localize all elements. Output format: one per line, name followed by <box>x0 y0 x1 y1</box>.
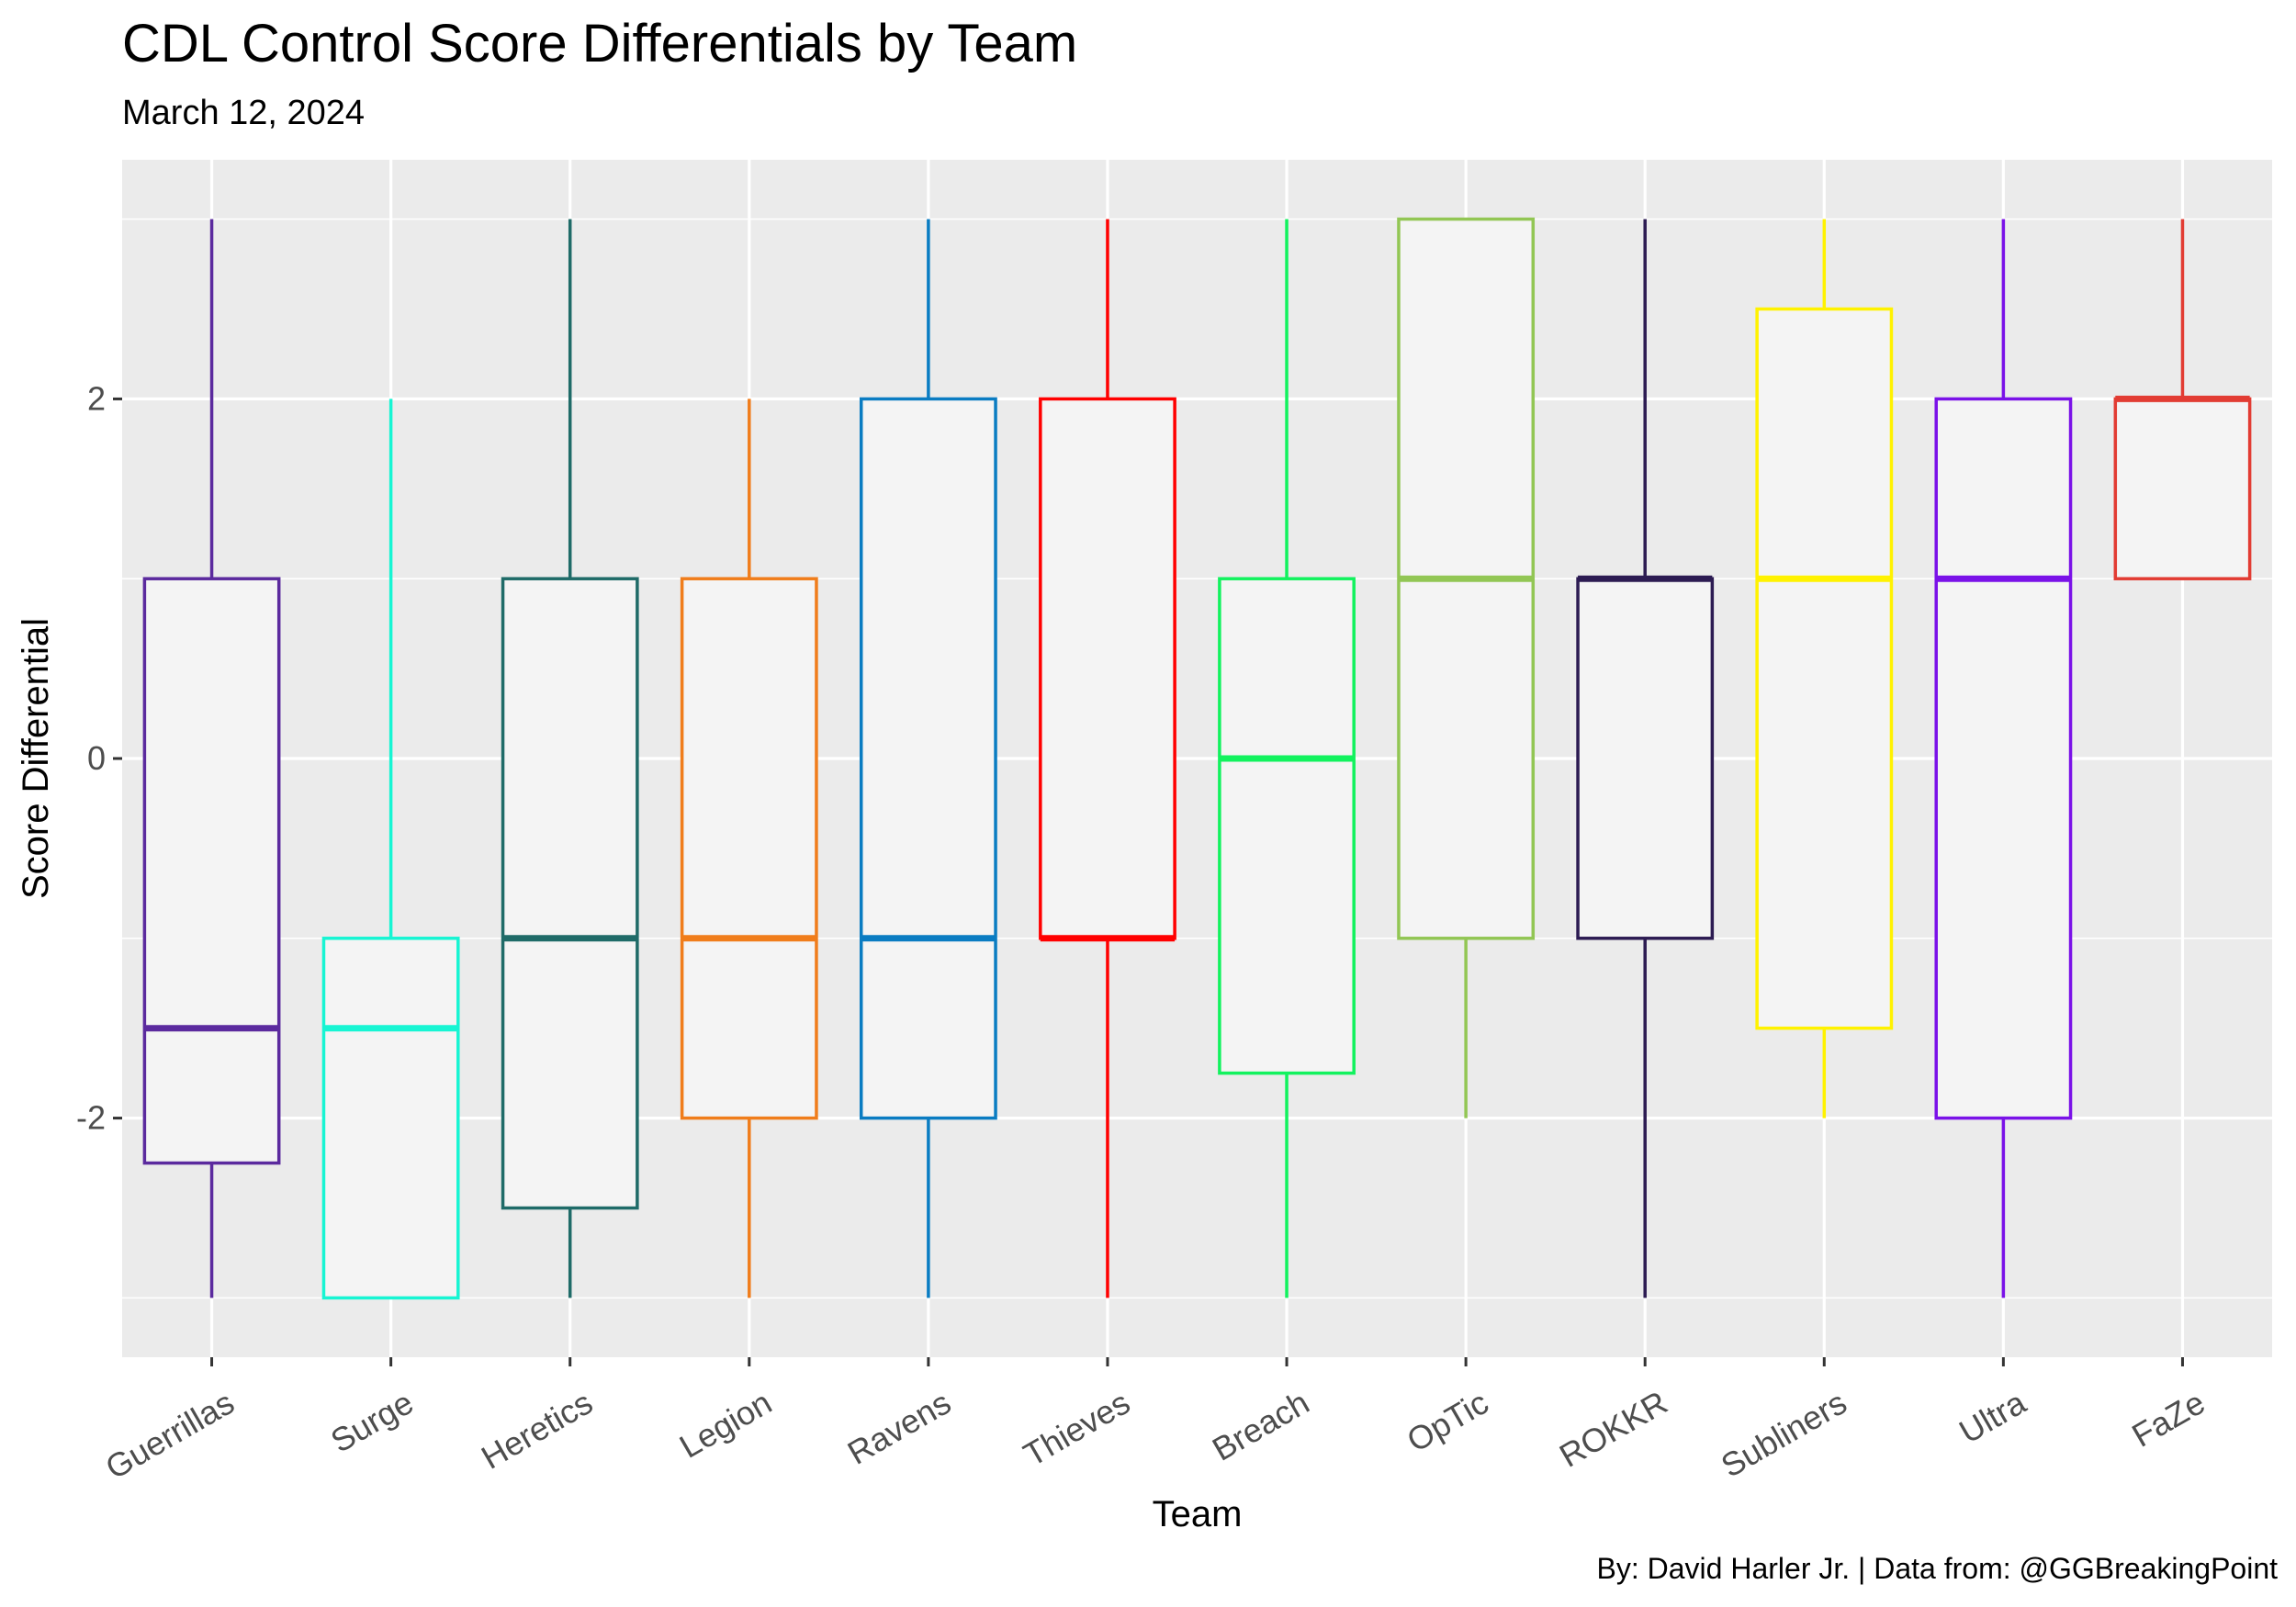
box-guerrillas <box>142 219 281 1298</box>
chart-caption: By: David Harler Jr. | Data from: @GGBre… <box>1596 1552 2278 1585</box>
box-thieves <box>1039 219 1176 1298</box>
chart-title: CDL Control Score Differentials by Team <box>122 14 1078 73</box>
box-body <box>1039 397 1176 940</box>
x-tick-label: Guerrillas <box>99 1383 241 1487</box>
box-breach <box>1218 219 1356 1298</box>
x-tick-label: Surge <box>324 1383 420 1460</box>
box-body <box>1576 577 1715 940</box>
box-body <box>321 937 460 1300</box>
x-tick-label: Breach <box>1206 1383 1315 1468</box>
box-surge <box>321 399 460 1300</box>
box-body <box>680 577 818 1120</box>
x-tick-label: Thieves <box>1017 1383 1136 1474</box>
x-tick-label: Heretics <box>475 1383 599 1477</box>
box-optic <box>1397 217 1536 1118</box>
x-tick-label: ROKKR <box>1553 1383 1673 1475</box>
y-axis-title: Score Differential <box>16 618 56 899</box>
box-legion <box>680 399 818 1298</box>
x-tick-label: OpTic <box>1401 1383 1495 1459</box>
x-tick-label: Subliners <box>1715 1383 1852 1485</box>
x-tick-label: Ravens <box>841 1383 957 1472</box>
box-body <box>1934 397 2073 1120</box>
x-tick-label: Legion <box>673 1383 778 1466</box>
chart-subtitle: March 12, 2024 <box>122 94 366 132</box>
box-body <box>2113 397 2252 580</box>
box-body <box>142 577 281 1165</box>
box-body <box>501 577 639 1210</box>
y-axis-ticks: -2 0 2 <box>76 379 122 1137</box>
y-tick-label: -2 <box>76 1099 106 1137</box>
x-axis-ticks: Guerrillas Surge Heretics Legion Ravens Thiev… <box>99 1357 2212 1487</box>
box-subliners <box>1755 219 1894 1118</box>
x-axis-title: Team <box>1153 1494 1243 1534</box>
box-body <box>1755 307 1894 1030</box>
box-heretics <box>501 219 639 1298</box>
box-series <box>142 217 2252 1300</box>
x-tick-label: Ultra <box>1953 1383 2032 1451</box>
box-body <box>1218 577 1356 1075</box>
box-rokkr <box>1576 219 1715 1298</box>
y-tick-label: 2 <box>87 379 106 417</box>
box-faze <box>2113 219 2252 580</box>
box-body <box>859 397 997 1120</box>
box-ultra <box>1934 219 2073 1298</box>
y-tick-label: 0 <box>87 739 106 777</box>
x-tick-label: FaZe <box>2125 1383 2211 1455</box>
box-ravens <box>859 219 997 1298</box>
